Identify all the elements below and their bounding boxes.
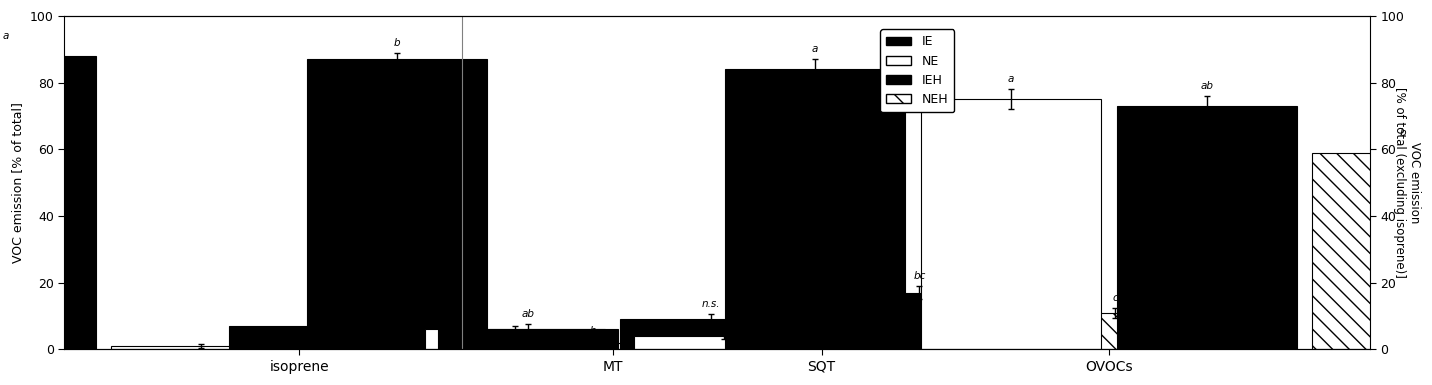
Text: b: b — [1399, 128, 1406, 138]
Text: c: c — [1113, 293, 1118, 303]
Text: a: a — [812, 44, 818, 54]
Text: b: b — [590, 326, 596, 336]
Bar — [816, 323, 997, 350]
Text: bc: bc — [914, 271, 925, 281]
Bar — [1117, 106, 1297, 350]
Bar — [229, 326, 410, 350]
Text: n.s.: n.s. — [702, 300, 720, 310]
Text: ab: ab — [1200, 81, 1213, 91]
Y-axis label: VOC emission
[% of total (excluding isoprene)]: VOC emission [% of total (excluding isop… — [1393, 87, 1421, 278]
Text: a: a — [1008, 74, 1014, 84]
Bar — [620, 320, 800, 350]
Bar — [438, 330, 617, 350]
Bar — [1025, 313, 1206, 350]
Text: a: a — [720, 318, 727, 328]
Text: b: b — [394, 38, 401, 48]
Bar — [503, 343, 683, 350]
Y-axis label: VOC emission [% of total]: VOC emission [% of total] — [11, 102, 24, 263]
Bar — [633, 336, 813, 350]
Bar — [921, 99, 1101, 350]
Bar — [725, 69, 905, 350]
Legend: IE, NE, IEH, NEH: IE, NE, IEH, NEH — [881, 29, 954, 112]
Bar — [1313, 153, 1432, 350]
Text: ab: ab — [521, 310, 534, 320]
Bar — [425, 330, 604, 350]
Bar — [829, 293, 1010, 350]
Bar — [0, 56, 96, 350]
Bar — [306, 59, 487, 350]
Bar — [112, 346, 292, 350]
Text: a: a — [3, 31, 9, 41]
